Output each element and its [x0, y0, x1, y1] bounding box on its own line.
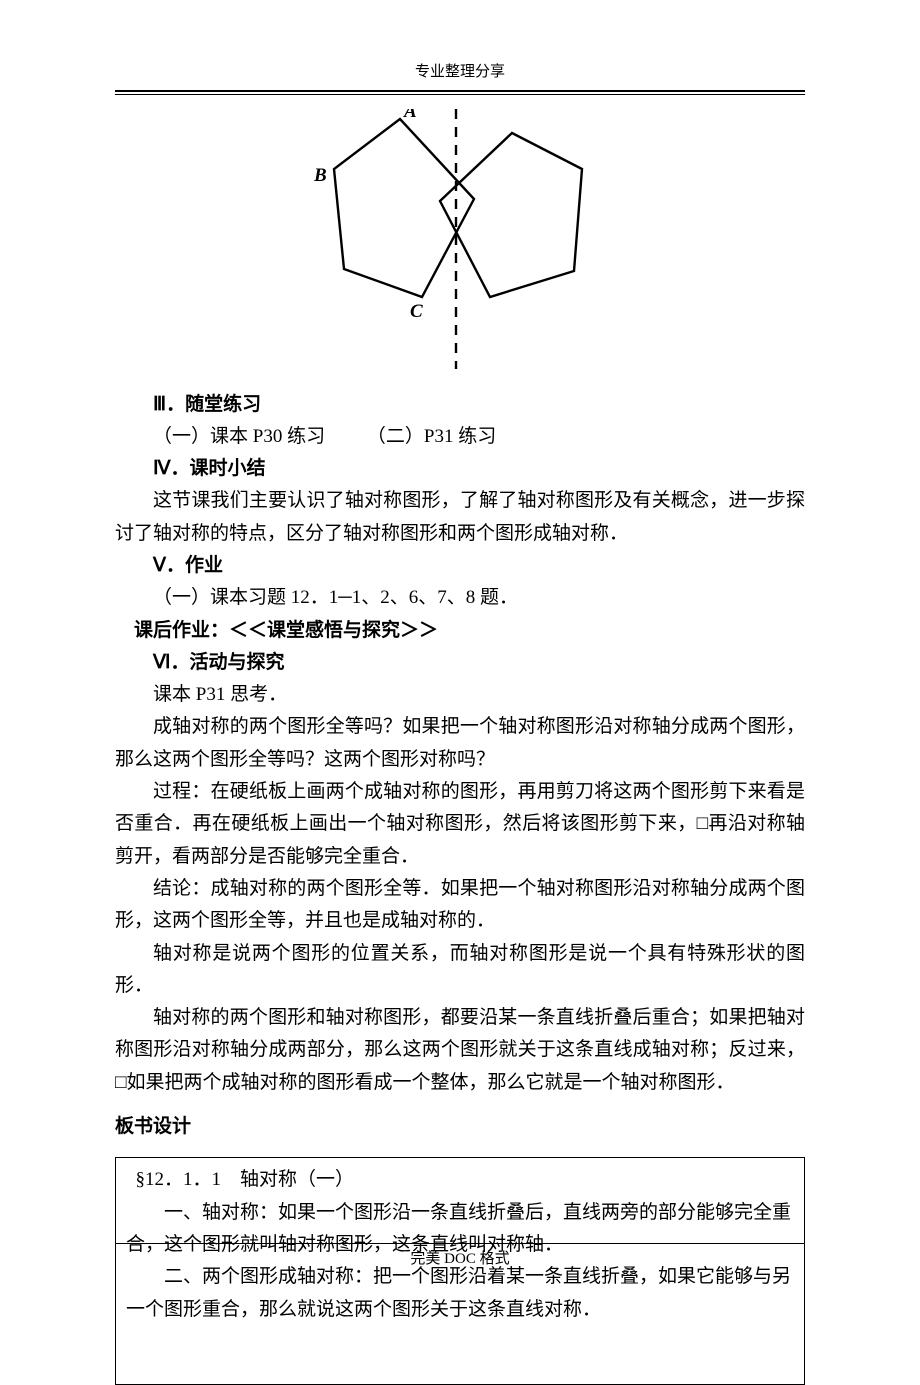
section-5-p2: 课后作业：＜＜课堂感悟与探究＞＞ — [115, 615, 805, 647]
vertex-label-b: B — [313, 165, 327, 186]
section-6-p1: 课本 P31 思考． — [115, 679, 805, 711]
section-3-heading: Ⅲ．随堂练习 — [115, 389, 805, 421]
exercise-2: （二）P31 练习 — [367, 426, 496, 447]
section-6-p2: 成轴对称的两个图形全等吗？如果把一个轴对称图形沿对称轴分成两个图形，那么这两个图… — [115, 711, 805, 776]
section-4-heading: Ⅳ．课时小结 — [115, 453, 805, 485]
page-footer: 完美 DOC 格式 — [0, 1247, 920, 1273]
header-rule — [115, 90, 805, 95]
section-6-p3: 过程：在硬纸板上画两个成轴对称的图形，再用剪刀将这两个图形剪下来看是否重合．再在… — [115, 776, 805, 873]
section-6-p6: 轴对称的两个图形和轴对称图形，都要沿某一条直线折叠后重合；如果把轴对称图形沿对称… — [115, 1002, 805, 1099]
board-line1: §12．1．1 轴对称（一） — [126, 1164, 794, 1196]
pentagon-diagram: A B C — [115, 109, 805, 371]
section-5-heading: Ⅴ．作业 — [115, 550, 805, 582]
vertex-label-a: A — [403, 109, 417, 122]
board-design-title: 板书设计 — [115, 1111, 805, 1143]
section-5-p1: （一）课本习题 12．1─1、2、6、7、8 题． — [115, 582, 805, 614]
vertex-label-c: C — [410, 301, 423, 322]
section-6-p4: 结论：成轴对称的两个图形全等．如果把一个轴对称图形沿对称轴分成两个图形，这两个图… — [115, 873, 805, 938]
right-pentagon — [440, 133, 582, 297]
section-6-p5: 轴对称是说两个图形的位置关系，而轴对称图形是说一个具有特殊形状的图形． — [115, 938, 805, 1003]
left-pentagon — [334, 119, 474, 297]
page-header: 专业整理分享 — [115, 60, 805, 86]
section-4-p1: 这节课我们主要认识了轴对称图形，了解了轴对称图形及有关概念，进一步探讨了轴对称的… — [115, 485, 805, 550]
footer-rule — [115, 1243, 805, 1244]
section-6-heading: Ⅵ．活动与探究 — [115, 647, 805, 679]
exercise-1: （一）课本 P30 练习 — [153, 426, 325, 447]
section-3-line: （一）课本 P30 练习 （二）P31 练习 — [115, 421, 805, 453]
